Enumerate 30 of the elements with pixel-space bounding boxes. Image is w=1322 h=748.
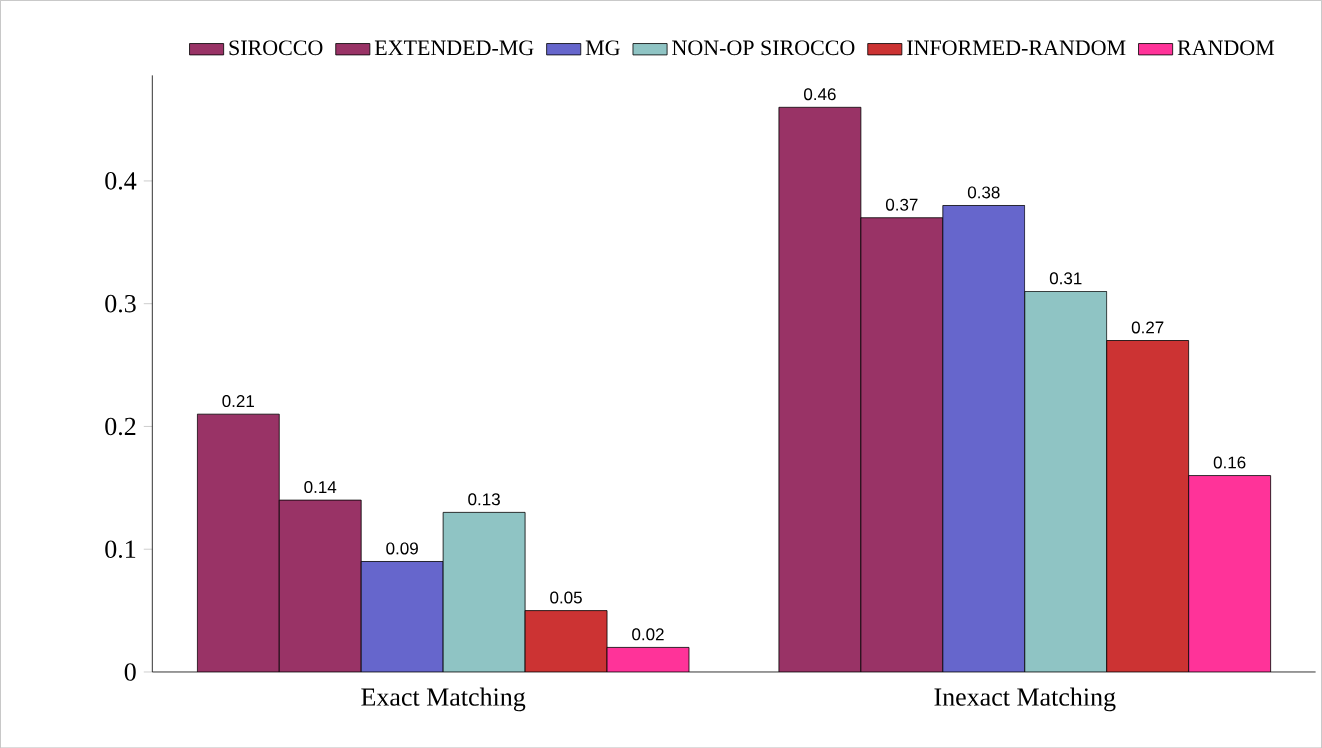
bar: [361, 561, 444, 672]
legend-label: SIROCCO: [229, 40, 323, 56]
y-tick-label: 0.4: [105, 171, 137, 190]
data-label: 0.46: [804, 88, 836, 101]
data-label: 0.14: [304, 480, 337, 493]
x-tick-label: Inexact Matching: [934, 687, 1116, 712]
legend-label: NON-OP SIROCCO: [672, 40, 855, 56]
data-label: 0.21: [222, 394, 254, 407]
data-label: 0.05: [550, 591, 582, 604]
data-label: 0.27: [1131, 321, 1164, 334]
data-label: 0.38: [967, 186, 1000, 199]
data-label: 0.16: [1213, 456, 1246, 469]
data-label: 0.37: [885, 198, 918, 211]
legend-label: RANDOM: [1177, 40, 1275, 56]
legend-label: INFORMED-RANDOM: [907, 40, 1126, 56]
bar: [1188, 475, 1272, 672]
data-label: 0.02: [632, 628, 664, 641]
data-label: 0.31: [1049, 272, 1082, 285]
y-tick-label: 0: [124, 663, 136, 681]
bar: [942, 204, 1026, 672]
legend-label: MG: [585, 40, 620, 56]
bar: [607, 647, 689, 672]
y-tick-label: 0.1: [105, 540, 136, 558]
legend-label: EXTENDED-MG: [374, 40, 534, 56]
bar: [860, 217, 944, 672]
data-label: 0.13: [468, 493, 500, 506]
data-label: 0.09: [386, 542, 418, 555]
y-tick-label: 0.3: [105, 294, 136, 313]
x-tick-label: Exact Matching: [361, 687, 526, 712]
y-tick-label: 0.2: [105, 417, 136, 436]
